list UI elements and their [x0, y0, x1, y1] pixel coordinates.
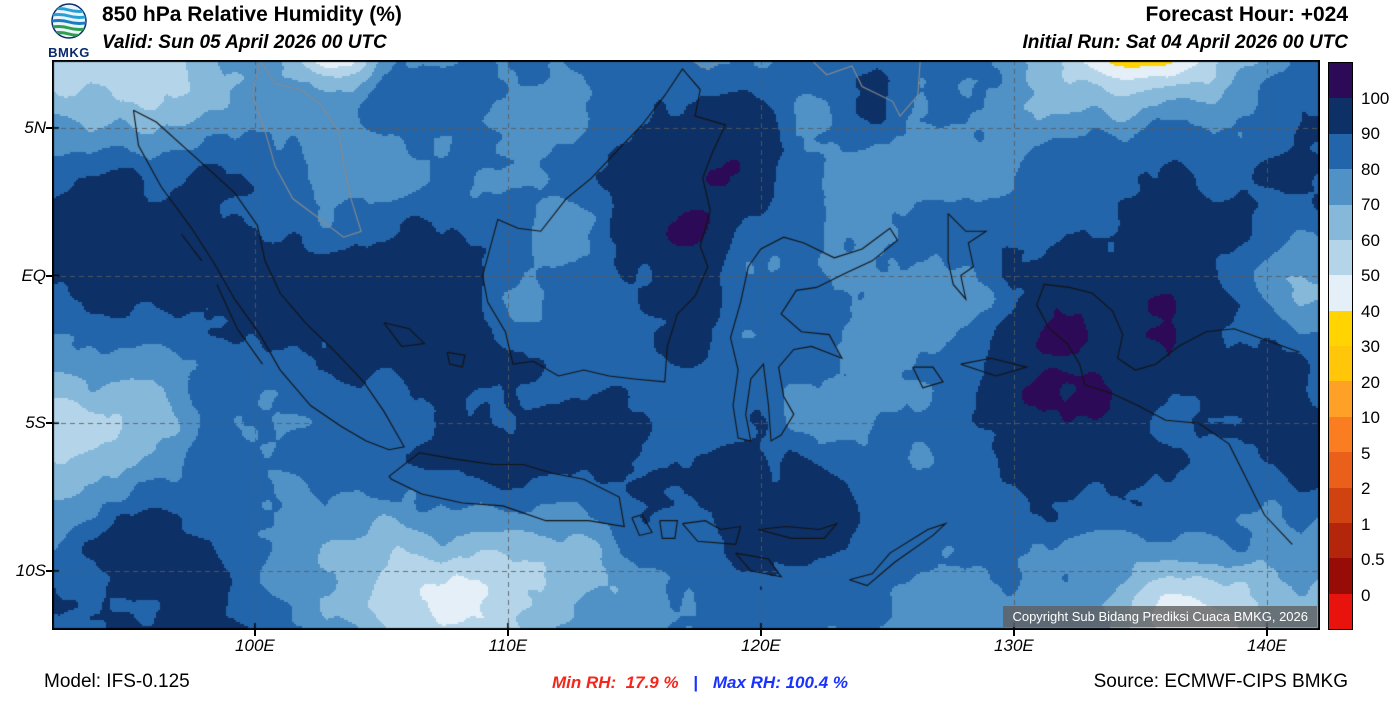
humidity-map-canvas [52, 60, 1320, 630]
lat-tick-label: EQ [21, 265, 46, 285]
colorbar [1328, 62, 1353, 630]
colorbar-segment [1329, 169, 1352, 205]
bmkg-logo-icon [51, 3, 87, 39]
source-label: Source: ECMWF-CIPS BMKG [1093, 671, 1348, 692]
page-title: 850 hPa Relative Humidity (%) [102, 3, 402, 26]
max-rh: Max RH: 100.4 % [713, 673, 848, 692]
colorbar-label: 80 [1361, 159, 1380, 179]
min-rh-label: Min RH: [552, 673, 617, 692]
colorbar-label: 5 [1361, 443, 1371, 463]
colorbar-label: 50 [1361, 266, 1380, 285]
lat-tick-label: 5N [24, 117, 46, 137]
x-tick [759, 630, 762, 636]
minmax-stats: Min RH: 17.9 % | Max RH: 100.4 % [552, 673, 848, 693]
colorbar-segment [1329, 98, 1352, 134]
lon-tick-label: 130E [994, 636, 1034, 655]
x-tick [1012, 630, 1015, 636]
colorbar-segment [1329, 593, 1352, 629]
colorbar-label: 90 [1361, 124, 1380, 143]
colorbar-segment [1329, 381, 1352, 417]
colorbar-segment [1329, 346, 1352, 382]
colorbar-label: 40 [1361, 301, 1380, 321]
x-tick [1265, 630, 1268, 636]
logo-text: BMKG [48, 45, 90, 60]
forecast-hour-label: Forecast Hour: +024 [1145, 3, 1349, 26]
lon-tick-label: 110E [488, 636, 528, 655]
colorbar-segment [1329, 204, 1352, 240]
colorbar-segment [1329, 239, 1352, 276]
y-tick [46, 422, 52, 425]
colorbar-label: 0 [1361, 585, 1371, 605]
min-rh: Min RH: 17.9 % [552, 673, 679, 692]
copyright-overlay: Copyright Sub Bidang Prediksi Cuaca BMKG… [1003, 606, 1317, 627]
colorbar-label: 60 [1361, 230, 1380, 250]
colorbar-segment [1329, 487, 1352, 523]
colorbar-label: 100 [1361, 88, 1390, 108]
y-tick [46, 569, 52, 572]
colorbar-segment [1329, 133, 1352, 170]
model-label: Model: IFS-0.125 [44, 671, 190, 692]
x-tick [506, 630, 509, 636]
colorbar-segment [1329, 522, 1352, 559]
lon-tick-label: 120E [741, 636, 781, 655]
colorbar-segment [1329, 275, 1352, 311]
colorbar-label: 2 [1361, 479, 1371, 498]
y-tick [46, 274, 52, 277]
y-tick [46, 126, 52, 129]
colorbar-segment [1329, 416, 1352, 453]
colorbar-label: 0.5 [1361, 550, 1385, 569]
max-rh-label: Max RH: [712, 673, 781, 692]
map-area: Copyright Sub Bidang Prediksi Cuaca BMKG… [52, 60, 1320, 630]
min-rh-value: 17.9 % [625, 673, 679, 692]
bmkg-logo: BMKG [42, 1, 96, 60]
minmax-separator: | [693, 673, 699, 692]
max-rh-value: 100.4 % [785, 673, 848, 692]
colorbar-segment [1329, 63, 1352, 99]
initial-run-label: Initial Run: Sat 04 April 2026 00 UTC [1022, 32, 1348, 53]
colorbar-label: 70 [1361, 195, 1380, 214]
valid-time-label: Valid: Sun 05 April 2026 00 UTC [102, 32, 387, 53]
colorbar-label: 10 [1361, 408, 1380, 427]
colorbar-segment [1329, 452, 1352, 488]
colorbar-label: 20 [1361, 372, 1380, 392]
colorbar-segment [1329, 558, 1352, 594]
x-tick [253, 630, 256, 636]
lon-tick-label: 140E [1247, 636, 1287, 655]
colorbar-label: 30 [1361, 337, 1380, 356]
lat-tick-label: 5S [25, 413, 46, 433]
lon-tick-label: 100E [235, 636, 275, 655]
colorbar-label: 1 [1361, 514, 1371, 534]
colorbar-segment [1329, 310, 1352, 346]
lat-tick-label: 10S [15, 560, 46, 580]
